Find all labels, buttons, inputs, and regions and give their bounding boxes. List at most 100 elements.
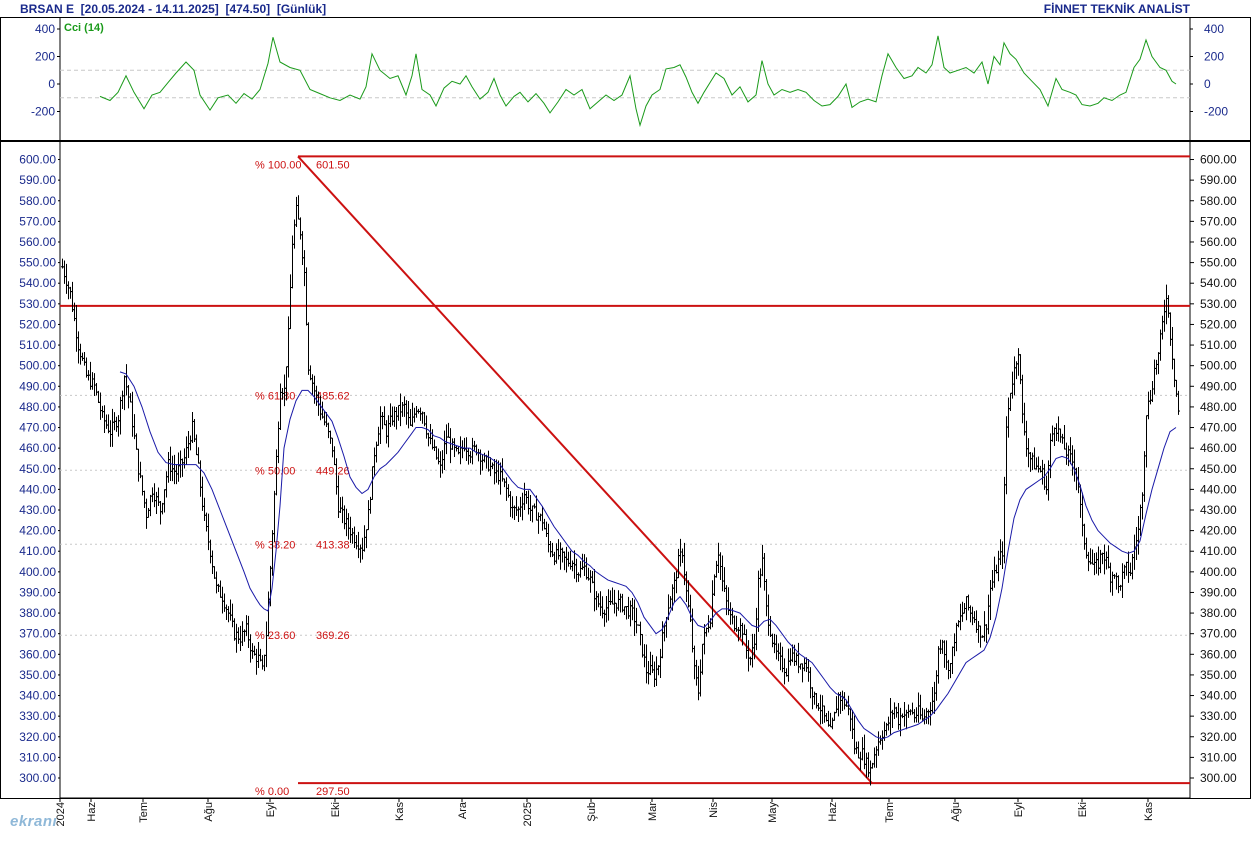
price-left-tick-label: 550.00	[19, 256, 56, 270]
price-left-tick-label: 460.00	[19, 441, 56, 455]
price-right-tick-label: 320.00	[1200, 730, 1237, 744]
price-left-tick-label: 420.00	[19, 524, 56, 538]
price-right-tick-label: 400.00	[1200, 565, 1237, 579]
price-right-tick-label: 560.00	[1200, 235, 1237, 249]
cci-legend-label: Cci (14)	[64, 22, 104, 34]
price-right-tick-label: 490.00	[1200, 379, 1237, 393]
price-right-tick-label: 300.00	[1200, 771, 1237, 785]
price-right-tick-label: 480.00	[1200, 400, 1237, 414]
time-tick-label: May	[767, 802, 779, 823]
price-left-tick-label: 520.00	[19, 317, 56, 331]
price-right-tick-label: 590.00	[1200, 173, 1237, 187]
price-right-tick-label: 540.00	[1200, 276, 1237, 290]
fib-percent-label: % 23.60	[255, 630, 295, 642]
trendline	[297, 155, 873, 784]
price-left-tick-label: 440.00	[19, 482, 56, 496]
price-right-tick-label: 570.00	[1200, 214, 1237, 228]
time-tick-label: Ara	[457, 801, 469, 819]
cci-panel-frame	[0, 17, 1251, 141]
fib-value-label: 369.26	[316, 630, 350, 642]
time-tick-label: Eki	[1077, 802, 1089, 817]
price-left-tick-label: 560.00	[19, 235, 56, 249]
price-left-tick-label: 390.00	[19, 585, 56, 599]
price-left-tick-label: 310.00	[19, 750, 56, 764]
time-tick-label: Ağu	[203, 802, 215, 822]
fib-value-label: 449.26	[316, 465, 350, 477]
cci-left-tick-label: -200	[31, 105, 55, 119]
price-left-tick-label: 400.00	[19, 565, 56, 579]
time-tick-label: Haz	[86, 802, 98, 822]
cci-left-tick-label: 400	[35, 22, 55, 36]
price-left-tick-label: 380.00	[19, 606, 56, 620]
price-left-tick-label: 410.00	[19, 544, 56, 558]
price-right-tick-label: 360.00	[1200, 647, 1237, 661]
time-tick-label: Tem	[884, 802, 896, 823]
price-left-tick-label: 540.00	[19, 276, 56, 290]
time-tick-label: Eyl	[265, 802, 277, 817]
price-left-tick-label: 320.00	[19, 730, 56, 744]
time-tick-label: Eyl	[1013, 802, 1025, 817]
time-tick-label: 2025	[522, 802, 534, 826]
chart-title: BRSAN E [20.05.2024 - 14.11.2025] [474.5…	[20, 2, 327, 16]
price-left-tick-label: 330.00	[19, 709, 56, 723]
fib-value-label: 297.50	[316, 786, 350, 798]
cci-right-tick-label: 0	[1204, 77, 1211, 91]
fib-percent-label: % 50.00	[255, 465, 295, 477]
watermark-logo: ekranı	[10, 813, 58, 830]
price-left-tick-label: 590.00	[19, 173, 56, 187]
price-right-tick-label: 470.00	[1200, 421, 1237, 435]
price-right-tick-label: 520.00	[1200, 317, 1237, 331]
price-right-tick-label: 370.00	[1200, 627, 1237, 641]
price-right-tick-label: 450.00	[1200, 462, 1237, 476]
price-left-tick-label: 340.00	[19, 689, 56, 703]
cci-right-tick-label: -200	[1204, 105, 1228, 119]
price-left-tick-label: 370.00	[19, 627, 56, 641]
price-right-tick-label: 380.00	[1200, 606, 1237, 620]
fib-value-label: 413.38	[316, 539, 350, 551]
price-right-tick-label: 390.00	[1200, 585, 1237, 599]
price-left-tick-label: 490.00	[19, 379, 56, 393]
price-right-tick-label: 440.00	[1200, 482, 1237, 496]
price-left-tick-label: 480.00	[19, 400, 56, 414]
cci-left-tick-label: 0	[48, 77, 55, 91]
time-tick-label: Ağu	[950, 802, 962, 822]
fib-percent-label: % 100.00	[255, 159, 301, 171]
price-right-tick-label: 350.00	[1200, 668, 1237, 682]
time-tick-label: Kas	[394, 802, 406, 821]
price-left-tick-label: 580.00	[19, 194, 56, 208]
price-left-tick-label: 360.00	[19, 647, 56, 661]
time-tick-label: Nis	[708, 802, 720, 818]
price-right-tick-label: 460.00	[1200, 441, 1237, 455]
time-tick-label: Mar	[647, 802, 659, 821]
price-left-tick-label: 500.00	[19, 359, 56, 373]
price-left-tick-label: 430.00	[19, 503, 56, 517]
price-left-tick-label: 600.00	[19, 153, 56, 167]
price-right-tick-label: 600.00	[1200, 153, 1237, 167]
time-tick-label: Kas	[1143, 802, 1155, 821]
fib-percent-label: % 38.20	[255, 539, 295, 551]
time-tick-label: Haz	[827, 802, 839, 822]
price-right-tick-label: 510.00	[1200, 338, 1237, 352]
price-right-tick-label: 550.00	[1200, 256, 1237, 270]
price-right-tick-label: 310.00	[1200, 750, 1237, 764]
moving-average-line	[119, 371, 1177, 740]
price-right-tick-label: 500.00	[1200, 359, 1237, 373]
fib-value-label: 485.62	[316, 390, 350, 402]
provider-label: FİNNET TEKNİK ANALİST	[1043, 2, 1190, 16]
fib-percent-label: % 0.00	[255, 786, 289, 798]
price-left-tick-label: 350.00	[19, 668, 56, 682]
price-right-tick-label: 420.00	[1200, 524, 1237, 538]
price-right-tick-label: 530.00	[1200, 297, 1237, 311]
price-right-tick-label: 410.00	[1200, 544, 1237, 558]
cci-series-line	[99, 35, 1177, 128]
price-left-tick-label: 570.00	[19, 214, 56, 228]
time-tick-label: Tem	[138, 802, 150, 823]
price-left-tick-label: 300.00	[19, 771, 56, 785]
price-right-tick-label: 430.00	[1200, 503, 1237, 517]
cci-right-tick-label: 200	[1204, 50, 1224, 64]
price-left-tick-label: 470.00	[19, 421, 56, 435]
price-left-tick-label: 450.00	[19, 462, 56, 476]
price-right-tick-label: 340.00	[1200, 689, 1237, 703]
